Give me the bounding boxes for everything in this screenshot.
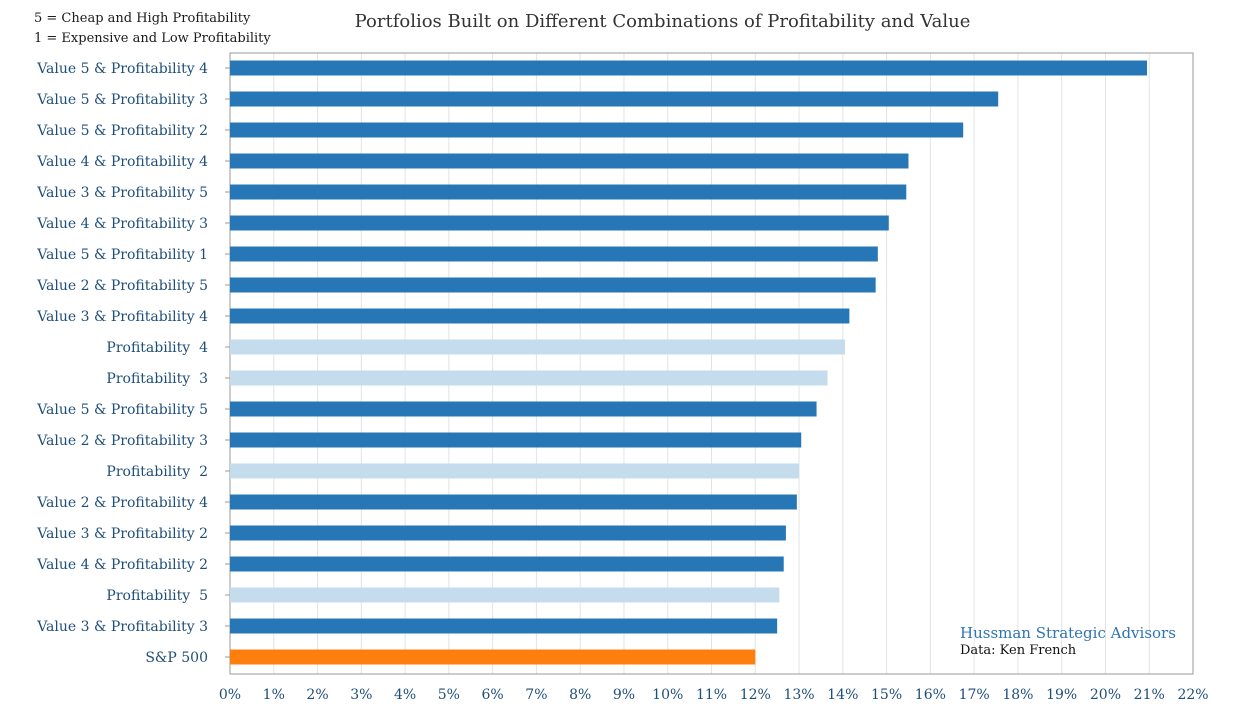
x-tick-label: 14% (827, 687, 858, 703)
y-category-label: Value 3 & Profitability 3 (36, 619, 208, 635)
plot-frame (229, 52, 1194, 675)
x-tick-label: 20% (1090, 687, 1121, 703)
grid-layer (273, 53, 1150, 674)
y-category-label: Value 2 & Profitability 5 (36, 278, 208, 294)
x-tick-label: 11% (696, 687, 727, 703)
x-tick-label: 0% (219, 687, 241, 703)
x-tick-label: 7% (525, 687, 547, 703)
y-category-label: Value 5 & Profitability 1 (36, 247, 208, 263)
x-tick-label: 5% (438, 687, 460, 703)
y-category-label: Value 2 & Profitability 4 (36, 495, 208, 511)
x-tick-label: 16% (915, 687, 946, 703)
bar (230, 556, 784, 572)
x-tick-label: 12% (740, 687, 771, 703)
x-tick-label: 8% (569, 687, 591, 703)
y-category-label: Profitability 3 (106, 371, 208, 387)
y-category-label: Value 3 & Profitability 4 (36, 309, 208, 325)
x-tick-label: 2% (306, 687, 328, 703)
y-category-label: Value 5 & Profitability 2 (36, 123, 208, 139)
x-tick-label: 10% (652, 687, 683, 703)
y-category-label: Profitability 2 (106, 464, 208, 480)
bar (230, 525, 786, 541)
y-category-label: Value 4 & Profitability 4 (36, 154, 208, 170)
x-tick-label: 4% (394, 687, 416, 703)
y-category-label: Value 2 & Profitability 3 (36, 433, 208, 449)
legend-note-expensive: 1 = Expensive and Low Profitability (34, 31, 271, 46)
y-category-label: Profitability 5 (106, 588, 208, 604)
x-tick-label: 3% (350, 687, 372, 703)
chart-title: Portfolios Built on Different Combinatio… (354, 11, 971, 32)
bar (230, 277, 876, 293)
y-category-label: Value 4 & Profitability 2 (36, 557, 208, 573)
bar (230, 215, 889, 231)
y-category-label: S&P 500 (145, 650, 208, 666)
legend-note-cheap: 5 = Cheap and High Profitability (34, 11, 251, 26)
y-axis-labels: Value 5 & Profitability 4 Value 5 & Profi… (36, 61, 230, 666)
bar (230, 401, 817, 417)
x-tick-label: 22% (1177, 687, 1208, 703)
bar (230, 618, 778, 634)
bar (230, 432, 802, 448)
bar (230, 587, 780, 603)
bar (230, 60, 1148, 76)
y-category-label: Value 5 & Profitability 3 (36, 92, 208, 108)
y-category-label: Value 5 & Profitability 5 (36, 402, 208, 418)
x-tick-label: 6% (482, 687, 504, 703)
x-tick-label: 9% (613, 687, 635, 703)
bar (230, 122, 964, 138)
bar (230, 339, 846, 355)
x-axis-ticks: 0% 1% 2% 3% 4% 5% 6% 7% 8% 9% 10% 11% 12% 13% 14% 15% 16… (219, 687, 1209, 703)
credit-brand: Hussman Strategic Advisors (960, 624, 1176, 642)
y-category-label: Value 4 & Profitability 3 (36, 216, 208, 232)
x-tick-label: 18% (1002, 687, 1033, 703)
x-tick-label: 17% (959, 687, 990, 703)
x-tick-label: 1% (263, 687, 285, 703)
x-tick-label: 19% (1046, 687, 1077, 703)
bar (230, 246, 878, 262)
y-category-label: Profitability 4 (106, 340, 208, 356)
x-tick-label: 21% (1134, 687, 1165, 703)
bar (230, 91, 999, 107)
x-tick-label: 13% (783, 687, 814, 703)
bar (230, 184, 907, 200)
y-category-label: Value 3 & Profitability 2 (36, 526, 208, 542)
bars-layer (230, 60, 1148, 665)
y-category-label: Value 5 & Profitability 4 (36, 61, 208, 77)
y-category-label: Value 3 & Profitability 5 (36, 185, 208, 201)
bar (230, 463, 800, 479)
credit-source: Data: Ken French (960, 643, 1077, 658)
bar (230, 153, 909, 169)
bar (230, 370, 828, 386)
x-tick-label: 15% (871, 687, 902, 703)
bar (230, 308, 850, 324)
bar (230, 494, 797, 510)
bar (230, 649, 756, 665)
